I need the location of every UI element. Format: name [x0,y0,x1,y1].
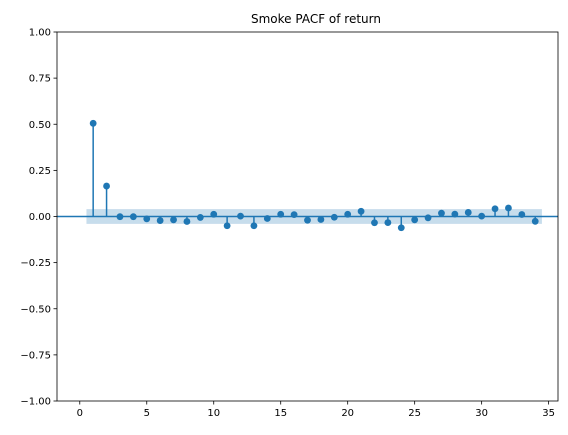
data-point [89,119,97,127]
y-tick-label: 1.00 [29,28,51,39]
chart-title: Smoke PACF of return [251,12,381,26]
data-point [330,213,338,221]
x-tick-label: 0 [77,408,83,419]
data-point [210,210,218,218]
data-point [371,219,378,227]
data-point [505,204,512,212]
data-point [223,222,231,230]
data-point [344,210,352,218]
data-point [424,214,432,222]
data-point [518,211,526,218]
data-point [143,215,151,223]
data-point [531,217,539,225]
x-tick-label: 20 [341,408,354,419]
data-point [451,210,459,218]
data-point [277,210,285,218]
data-point [357,207,365,215]
y-tick-label: −0.75 [20,350,51,361]
data-point [438,209,445,217]
x-tick-label: 25 [408,408,421,419]
y-tick-label: −0.25 [20,258,51,269]
data-point [317,216,325,223]
data-point [129,213,137,221]
data-point [183,218,191,225]
y-tick-label: 0.00 [29,212,51,223]
data-point [170,216,177,224]
data-point [263,215,271,222]
data-point [237,212,244,220]
x-tick-label: 10 [207,408,220,419]
y-tick-label: 0.75 [29,74,51,85]
x-tick-label: 35 [542,408,555,419]
y-tick-label: −1.00 [20,397,51,408]
data-point [196,214,204,221]
data-point [464,209,472,216]
data-point [156,217,164,224]
y-tick-label: 0.25 [29,166,51,177]
data-point [290,211,298,219]
data-point [478,212,486,220]
x-tick-label: 15 [274,408,287,419]
stem-layer [57,119,558,232]
data-point [304,216,311,224]
data-point [411,216,419,224]
data-point [103,182,110,190]
y-tick-label: −0.50 [20,304,51,315]
data-point [491,205,499,213]
data-point [116,213,124,221]
axes-layer: 0 5 10 15 20 25 30 35 1.00 0.75 0.50 0.25 0.00 −0.25 −… [20,28,559,419]
data-point [397,224,405,232]
x-tick-label: 30 [475,408,488,419]
data-point [250,222,258,230]
y-tick-label: 0.50 [29,120,51,131]
data-point [384,219,392,226]
x-tick-label: 5 [144,408,150,419]
